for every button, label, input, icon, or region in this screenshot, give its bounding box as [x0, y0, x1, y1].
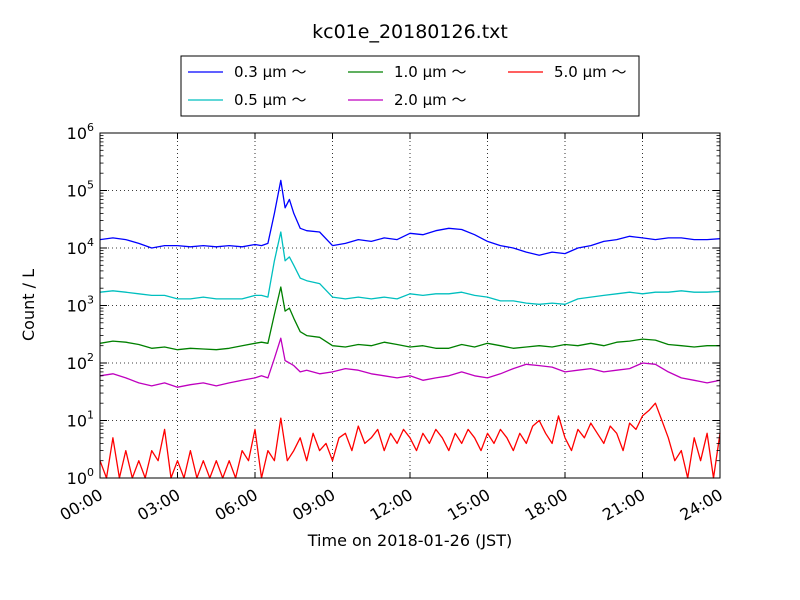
y-tick-labels: 100 101 102 103 104 105 106 [67, 121, 94, 488]
series-lines [99, 179, 721, 479]
legend-label: 5.0 μm ～ [554, 63, 627, 81]
y-tick-label: 100 [67, 466, 94, 488]
legend-label: 1.0 μm ～ [394, 63, 467, 81]
series-line-3 [99, 337, 721, 388]
series-line-2 [99, 286, 720, 351]
y-axis-label: Count / L [19, 269, 38, 341]
series-line-4 [99, 402, 721, 479]
y-tick-label: 106 [67, 121, 94, 143]
grid-lines [100, 133, 720, 478]
legend-box [180, 55, 640, 117]
y-tick-label: 101 [67, 409, 94, 431]
series-line-1 [99, 231, 721, 305]
legend-label: 0.5 μm ～ [234, 91, 307, 109]
chart-title: kc01e_20180126.txt [312, 21, 508, 43]
legend-label: 2.0 μm ～ [394, 91, 467, 109]
axis-ticks [99, 132, 721, 479]
x-axis-label: Time on 2018-01-26 (JST) [307, 531, 512, 550]
y-tick-label: 102 [67, 351, 94, 373]
y-tick-label: 104 [67, 236, 94, 258]
legend-label: 0.3 μm ～ [234, 63, 307, 81]
y-tick-label: 105 [67, 179, 94, 201]
series-line-0 [99, 179, 721, 256]
y-tick-label: 103 [67, 294, 94, 316]
legend: 0.3 μm ～ 0.5 μm ～ 1.0 μm ～ 2.0 μm ～ 5.0 μm ～ [180, 55, 640, 117]
